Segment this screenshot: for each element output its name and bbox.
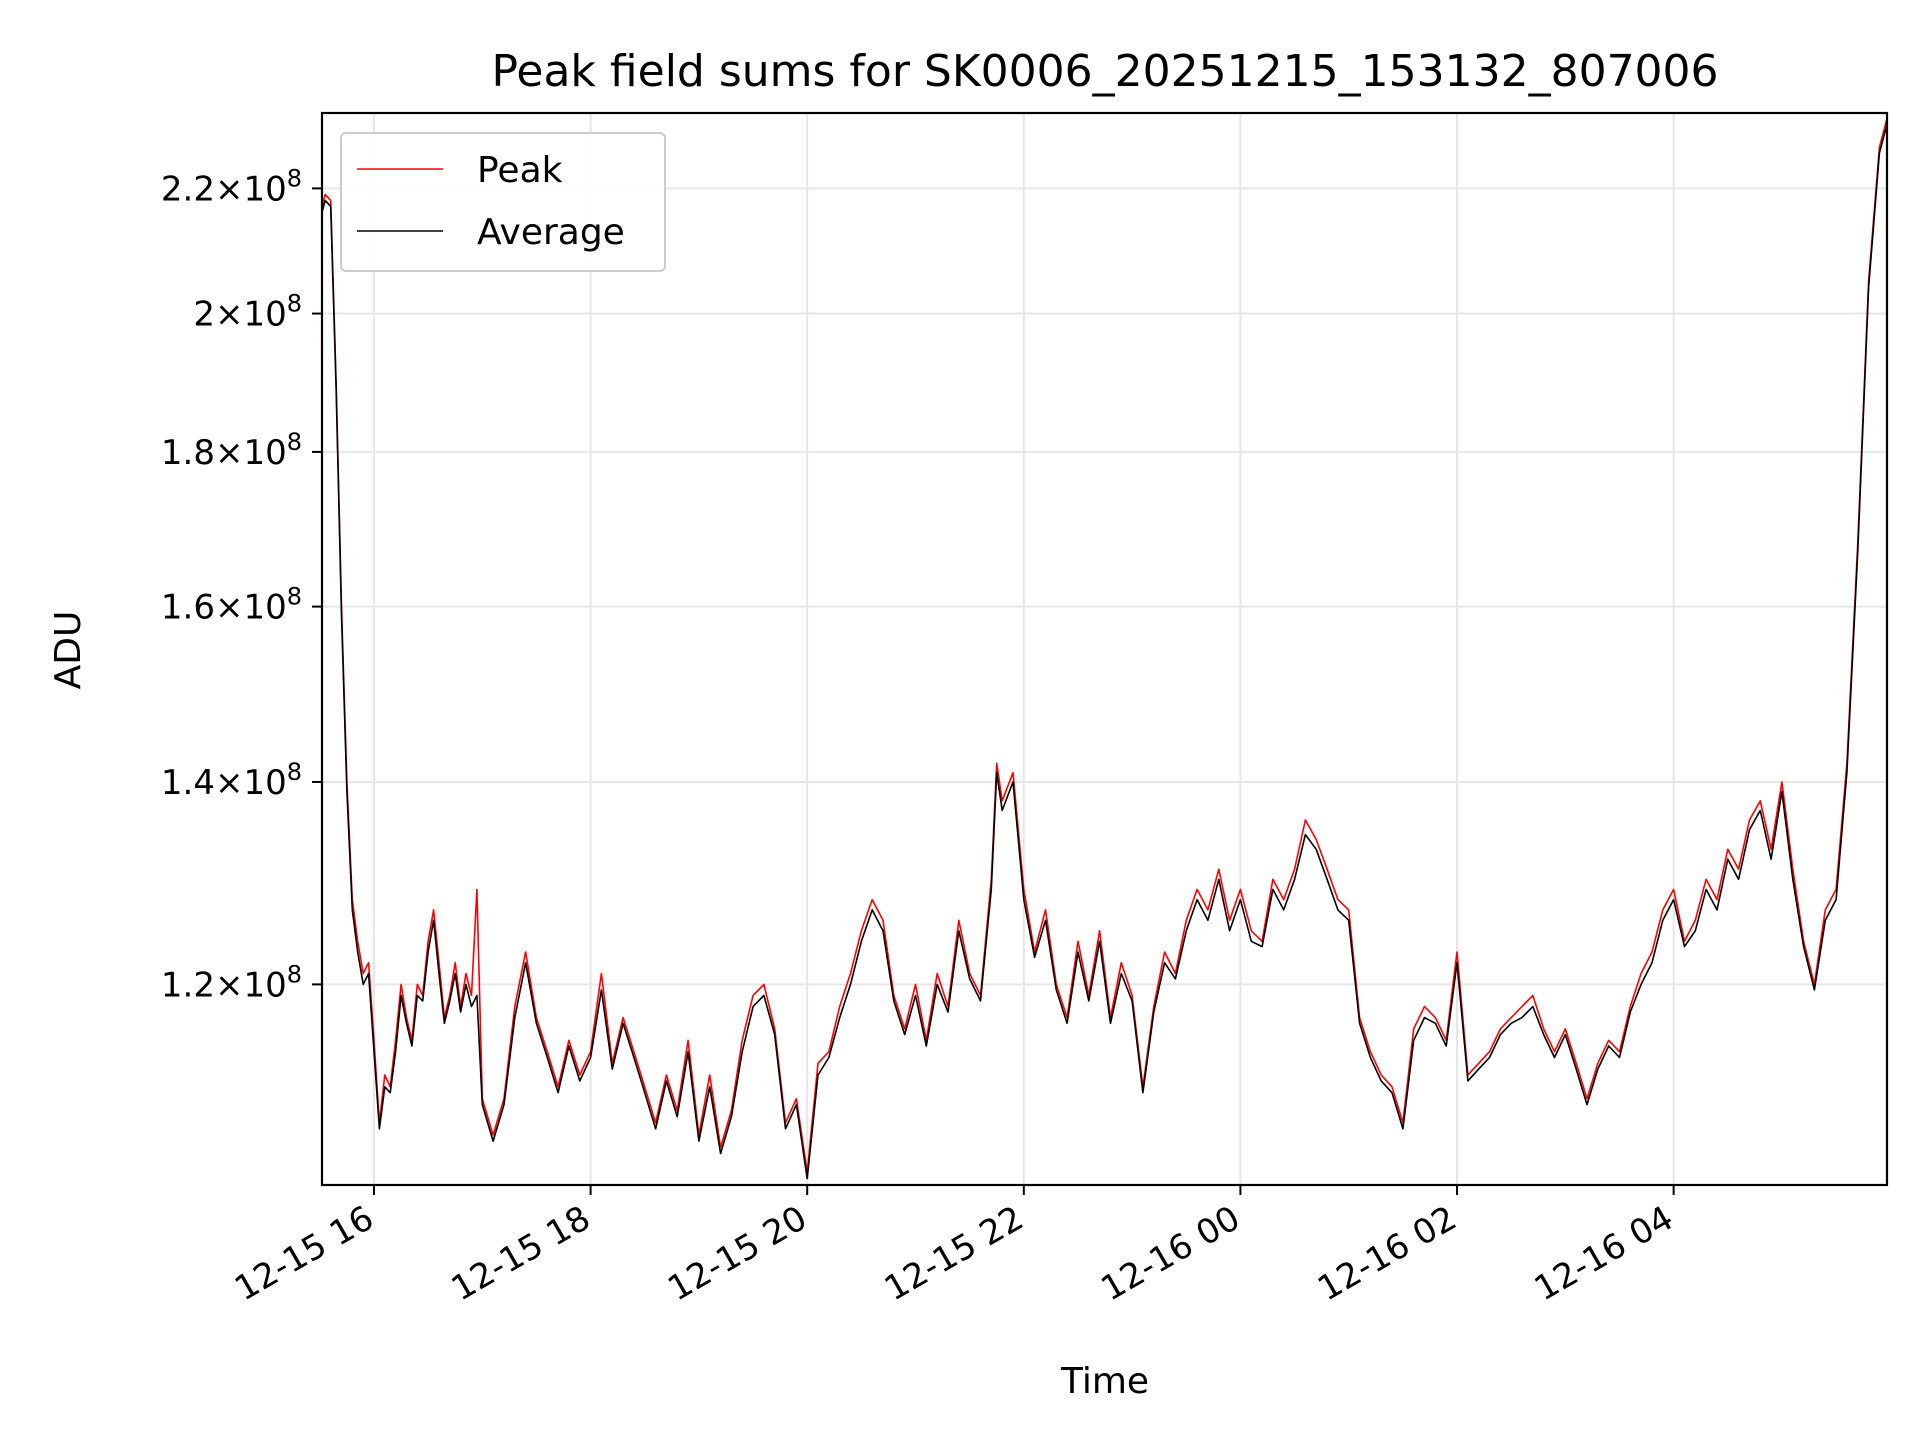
legend: Peak Average xyxy=(340,132,666,272)
y-tick-label: 2.2×108 xyxy=(161,164,302,209)
y-tick-exponent: 8 xyxy=(287,758,302,786)
legend-peak-label: Peak xyxy=(477,150,563,191)
legend-average-label: Average xyxy=(477,212,625,253)
grid-lines xyxy=(322,113,1887,1185)
plot-area-frame xyxy=(320,111,1889,1187)
y-axis-title: ADU xyxy=(48,611,89,690)
y-tick-times-ten: ×10 xyxy=(215,295,287,335)
y-tick-exponent: 8 xyxy=(287,164,302,192)
y-tick-exponent: 8 xyxy=(287,960,302,988)
y-tick-mantissa: 1.6 xyxy=(161,588,215,628)
y-tick-mantissa: 2 xyxy=(193,295,215,335)
chart-title: Peak field sums for SK0006_20251215_1531… xyxy=(491,46,1718,97)
y-tick-mantissa: 1.8 xyxy=(161,433,215,473)
y-tick-mantissa: 1.2 xyxy=(161,965,215,1005)
series-line-average xyxy=(321,124,1888,1180)
y-tick-exponent: 8 xyxy=(287,583,302,611)
y-tick-times-ten: ×10 xyxy=(215,965,287,1005)
plot-series xyxy=(321,118,1888,1180)
y-tick-mantissa: 2.2 xyxy=(161,169,215,209)
y-tick-label: 1.2×108 xyxy=(161,960,302,1005)
y-tick-label: 1.8×108 xyxy=(161,428,302,473)
y-tick-times-ten: ×10 xyxy=(215,433,287,473)
series-line-peak xyxy=(321,118,1888,1174)
y-tick-mantissa: 1.4 xyxy=(161,763,215,803)
legend-box xyxy=(340,132,666,272)
x-axis-title: Time xyxy=(1060,1361,1149,1402)
y-tick-label: 1.4×108 xyxy=(161,758,302,803)
y-tick-times-ten: ×10 xyxy=(215,588,287,628)
y-tick-exponent: 8 xyxy=(287,428,302,456)
y-tick-times-ten: ×10 xyxy=(215,169,287,209)
y-tick-label: 1.6×108 xyxy=(161,583,302,628)
y-tick-times-ten: ×10 xyxy=(215,763,287,803)
y-tick-exponent: 8 xyxy=(287,290,302,318)
y-tick-label: 2×108 xyxy=(193,290,302,335)
